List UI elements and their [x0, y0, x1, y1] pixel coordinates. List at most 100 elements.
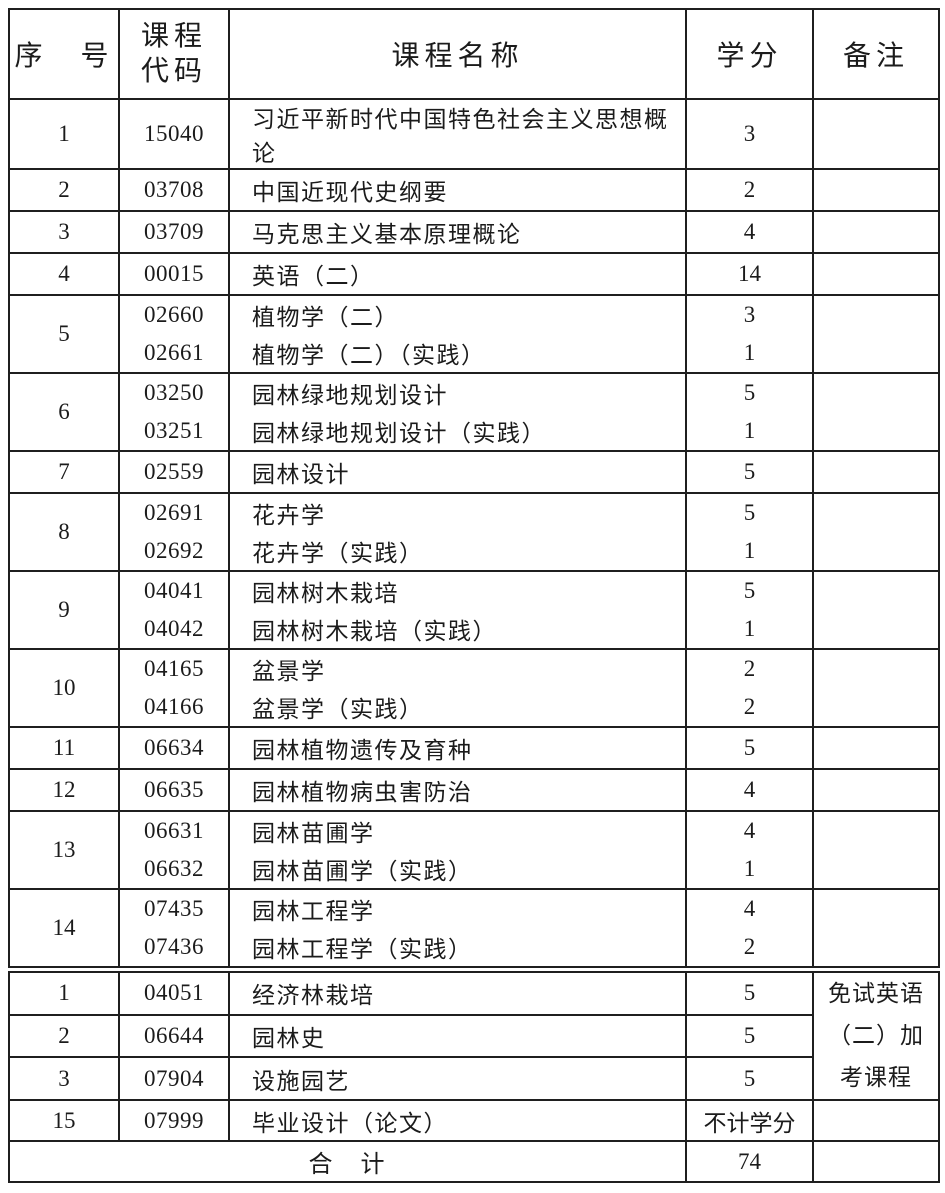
course-name: 花卉学	[252, 503, 326, 528]
table-row: 14 07435 07436 园林工程学 园林工程学（实践） 4 2	[8, 888, 940, 968]
remark-merged-cell: 免试英语 （二）加 考课程	[812, 971, 940, 1101]
code-cell: 07999	[118, 1099, 230, 1142]
remark-cell	[812, 98, 940, 170]
course-credit: 1	[743, 538, 756, 563]
course-code: 04042	[144, 616, 204, 641]
remark-cell	[812, 570, 940, 650]
course-code: 06632	[144, 856, 204, 881]
table-row: 5 02660 02661 植物学（二） 植物学（二）（实践） 3 1	[8, 294, 940, 374]
seq-cell: 11	[8, 726, 120, 770]
code-cell: 02660 02661	[118, 294, 230, 374]
course-code: 04166	[144, 694, 204, 719]
credit-cell: 5	[685, 1056, 814, 1101]
credit-cell: 3 1	[685, 294, 814, 374]
course-name: 植物学（二）	[252, 305, 399, 330]
course-credit: 4	[743, 818, 756, 843]
credit-cell: 4 1	[685, 810, 814, 890]
code-cell: 00015	[118, 252, 230, 296]
course-credit: 4	[743, 896, 756, 921]
seq-cell: 2	[8, 1013, 120, 1059]
table-row: 12 06635 园林植物病虫害防治 4	[8, 768, 940, 812]
course-credit: 1	[743, 418, 756, 443]
table-row: 2 03708 中国近现代史纲要 2	[8, 168, 940, 212]
seq-cell: 6	[8, 372, 120, 452]
credit-cell: 4 2	[685, 888, 814, 968]
course-code: 02660	[144, 302, 204, 327]
remark-cell	[812, 168, 940, 212]
header-seq: 序 号	[8, 8, 120, 100]
remark-cell	[812, 372, 940, 452]
seq-cell: 1	[8, 98, 120, 170]
course-credit: 1	[743, 616, 756, 641]
course-name: 花卉学（实践）	[252, 541, 424, 566]
table-row: 3 07904 设施园艺 5	[8, 1056, 939, 1101]
table-row: 6 03250 03251 园林绿地规划设计 园林绿地规划设计（实践） 5 1	[8, 372, 940, 452]
remark-cell	[812, 1099, 940, 1142]
code-cell: 03709	[118, 210, 230, 254]
credit-cell: 4	[685, 210, 814, 254]
name-cell: 英语（二）	[228, 252, 687, 296]
course-plan-table-main: 序 号 课程 代码 课程名称 学分 备注 1 15040 习近平新时代中国特色社…	[8, 8, 940, 968]
name-cell: 马克思主义基本原理概论	[228, 210, 687, 254]
credit-cell: 4	[685, 768, 814, 812]
course-name: 园林树木栽培（实践）	[252, 619, 497, 644]
remark-cell	[812, 648, 940, 728]
header-course-code: 课程 代码	[118, 8, 230, 100]
course-credit: 5	[743, 380, 756, 405]
code-cell: 15040	[118, 98, 230, 170]
course-credit: 1	[743, 340, 756, 365]
credit-cell: 14	[685, 252, 814, 296]
credit-cell: 不计学分	[685, 1099, 814, 1142]
name-cell: 园林设计	[228, 450, 687, 494]
seq-cell: 12	[8, 768, 120, 812]
name-cell: 园林树木栽培 园林树木栽培（实践）	[228, 570, 687, 650]
seq-cell: 1	[8, 971, 120, 1016]
name-cell: 设施园艺	[228, 1056, 687, 1101]
course-name: 盆景学	[252, 659, 326, 684]
course-credit: 5	[743, 500, 756, 525]
table-row: 13 06631 06632 园林苗圃学 园林苗圃学（实践） 4 1	[8, 810, 940, 890]
seq-cell: 14	[8, 888, 120, 968]
name-cell: 园林史	[228, 1013, 687, 1059]
course-name: 园林绿地规划设计	[252, 383, 448, 408]
name-cell: 园林植物遗传及育种	[228, 726, 687, 770]
table-row: 11 06634 园林植物遗传及育种 5	[8, 726, 940, 770]
credit-cell: 5 1	[685, 570, 814, 650]
course-name: 园林苗圃学（实践）	[252, 859, 473, 884]
remark-cell	[812, 294, 940, 374]
name-cell: 园林植物病虫害防治	[228, 768, 687, 812]
name-cell: 园林工程学 园林工程学（实践）	[228, 888, 687, 968]
remark-line: （二）加	[828, 1023, 924, 1048]
code-cell: 03708	[118, 168, 230, 212]
table-row: 4 00015 英语（二） 14	[8, 252, 940, 296]
course-name: 园林树木栽培	[252, 581, 399, 606]
seq-cell: 2	[8, 168, 120, 212]
course-name: 园林苗圃学	[252, 821, 375, 846]
course-credit: 2	[743, 656, 756, 681]
table-row: 7 02559 园林设计 5	[8, 450, 940, 494]
code-cell: 04165 04166	[118, 648, 230, 728]
credit-cell: 5	[685, 726, 814, 770]
course-name: 植物学（二）（实践）	[252, 343, 486, 368]
code-cell: 02559	[118, 450, 230, 494]
table-row: 1 15040 习近平新时代中国特色社会主义思想概论 3	[8, 98, 940, 170]
name-cell: 园林绿地规划设计 园林绿地规划设计（实践）	[228, 372, 687, 452]
seq-cell: 7	[8, 450, 120, 494]
remark-cell	[812, 450, 940, 494]
course-code: 07435	[144, 896, 204, 921]
code-cell: 06634	[118, 726, 230, 770]
name-cell: 花卉学 花卉学（实践）	[228, 492, 687, 572]
table-row: 9 04041 04042 园林树木栽培 园林树木栽培（实践） 5 1	[8, 570, 940, 650]
course-name: 园林工程学	[252, 899, 375, 924]
table-row: 3 03709 马克思主义基本原理概论 4	[8, 210, 940, 254]
credit-cell: 5	[685, 450, 814, 494]
table-row: 10 04165 04166 盆景学 盆景学（实践） 2 2	[8, 648, 940, 728]
course-credit: 2	[743, 934, 756, 959]
name-cell: 经济林栽培	[228, 971, 687, 1016]
remark-cell	[812, 888, 940, 968]
remark-line: 免试英语	[828, 981, 924, 1006]
name-cell: 园林苗圃学 园林苗圃学（实践）	[228, 810, 687, 890]
name-cell: 习近平新时代中国特色社会主义思想概论	[228, 98, 687, 170]
course-name: 园林工程学（实践）	[252, 937, 473, 962]
name-cell: 中国近现代史纲要	[228, 168, 687, 212]
